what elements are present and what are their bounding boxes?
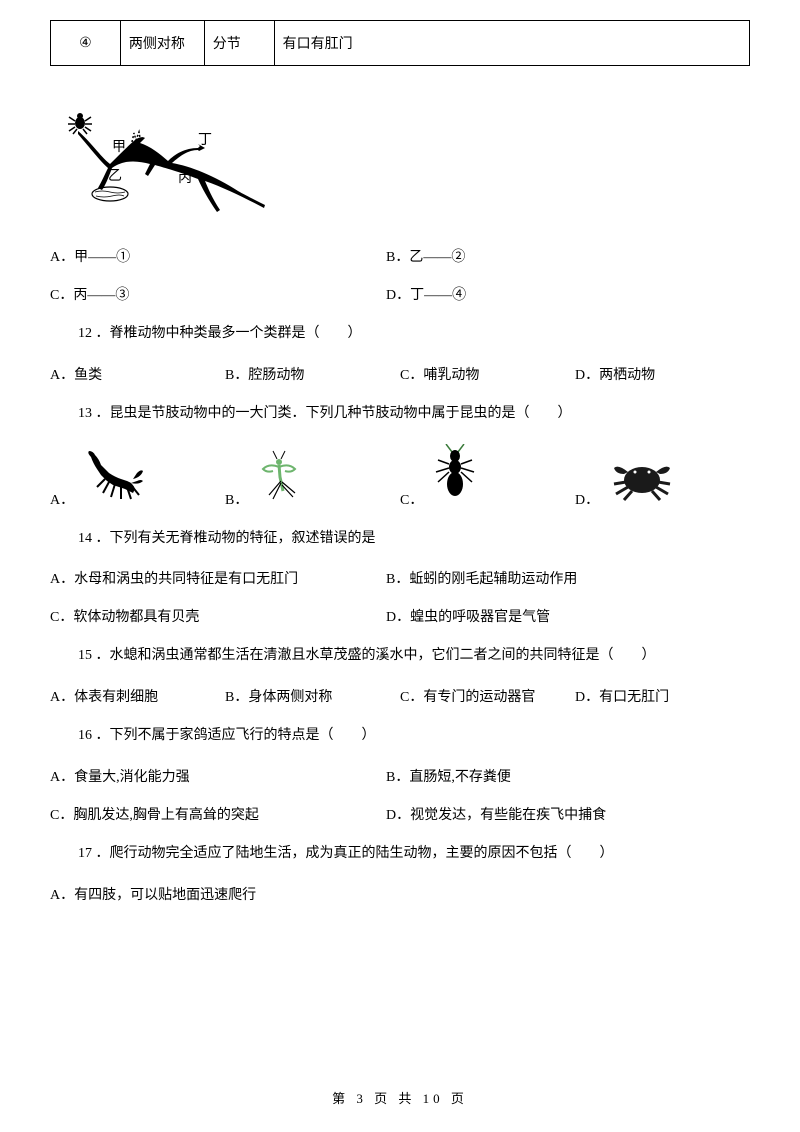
q14-option-d: D．蝗虫的呼吸器官是气管 — [386, 606, 750, 626]
label-ding: 丁 — [198, 133, 212, 148]
q14-row1: A．水母和涡虫的共同特征是有口无肛门 B．蚯蚓的刚毛起辅助运动作用 — [50, 568, 750, 588]
q16-row1: A．食量大,消化能力强 B．直肠短,不存粪便 — [50, 766, 750, 786]
label-jia: 甲 — [112, 140, 126, 155]
q12-option-d: D．两栖动物 — [575, 364, 750, 384]
q17-stem: 17 ．爬行动物完全适应了陆地生活，成为真正的陆生动物，主要的原因不包括（ ） — [78, 842, 750, 866]
cell-symmetry: 两侧对称 — [120, 21, 204, 66]
q13-options: A． B． — [50, 444, 750, 509]
q11-option-b: B．乙——② — [386, 246, 750, 266]
q13-option-c: C． — [400, 489, 423, 509]
q14-stem: 14 ．下列有关无脊椎动物的特征，叙述错误的是 — [78, 527, 750, 551]
q13-option-b: B． — [225, 489, 248, 509]
q15-option-b: B．身体两侧对称 — [225, 686, 400, 706]
ant-icon — [428, 444, 483, 509]
q14-row2: C．软体动物都具有贝壳 D．蝗虫的呼吸器官是气管 — [50, 606, 750, 626]
q16-option-b: B．直肠短,不存粪便 — [386, 766, 750, 786]
q14-option-b: B．蚯蚓的刚毛起辅助运动作用 — [386, 568, 750, 588]
q11-option-a: A．甲——① — [50, 246, 386, 266]
q11-option-c: C．丙——③ — [50, 284, 386, 304]
mantis-icon — [253, 449, 308, 509]
q15-stem: 15 ．水螅和涡虫通常都生活在清澈且水草茂盛的溪水中，它们二者之间的共同特征是（… — [78, 644, 750, 668]
table-row: ④ 两侧对称 分节 有口有肛门 — [51, 21, 750, 66]
cell-segment: 分节 — [204, 21, 274, 66]
cell-digest: 有口有肛门 — [274, 21, 749, 66]
q16-option-a: A．食量大,消化能力强 — [50, 766, 386, 786]
q12-option-c: C．哺乳动物 — [400, 364, 575, 384]
q14-option-c: C．软体动物都具有贝壳 — [50, 606, 386, 626]
q17-option-a: A．有四肢，可以贴地面迅速爬行 — [50, 884, 750, 904]
q16-option-d: D．视觉发达，有些能在疾飞中捕食 — [386, 804, 750, 824]
q15-option-a: A．体表有刺细胞 — [50, 686, 225, 706]
q16-option-c: C．胸肌发达,胸骨上有高耸的突起 — [50, 804, 386, 824]
crab-icon — [604, 454, 679, 509]
q15-option-c: C．有专门的运动器官 — [400, 686, 575, 706]
branch-diagram: 甲 乙 丙 丁 — [60, 106, 280, 226]
spider-icon — [68, 111, 96, 141]
q12-option-b: B．腔肠动物 — [225, 364, 400, 384]
q11-row1: A．甲——① B．乙——② — [50, 246, 750, 266]
label-yi: 乙 — [108, 168, 122, 184]
q13-option-d: D． — [575, 489, 599, 509]
page-footer: 第 3 页 共 10 页 — [0, 1088, 800, 1107]
cell-id: ④ — [51, 21, 121, 66]
q12-stem: 12 ．脊椎动物中种类最多一个类群是（ ） — [78, 322, 750, 346]
q16-row2: C．胸肌发达,胸骨上有高耸的突起 D．视觉发达，有些能在疾飞中捕食 — [50, 804, 750, 824]
q11-option-d: D．丁——④ — [386, 284, 750, 304]
q15-options: A．体表有刺细胞 B．身体两侧对称 C．有专门的运动器官 D．有口无肛门 — [50, 686, 750, 706]
q11-row2: C．丙——③ D．丁——④ — [50, 284, 750, 304]
q14-option-a: A．水母和涡虫的共同特征是有口无肛门 — [50, 568, 386, 588]
scorpion-icon — [79, 449, 149, 509]
q13-option-a: A． — [50, 489, 74, 509]
q16-stem: 16 ．下列不属于家鸽适应飞行的特点是（ ） — [78, 724, 750, 748]
q13-stem: 13 ．昆虫是节肢动物中的一大门类．下列几种节肢动物中属于昆虫的是（ ） — [78, 402, 750, 426]
q12-options: A．鱼类 B．腔肠动物 C．哺乳动物 D．两栖动物 — [50, 364, 750, 384]
q12-option-a: A．鱼类 — [50, 364, 225, 384]
label-bing: 丙 — [178, 171, 192, 186]
trait-table: ④ 两侧对称 分节 有口有肛门 — [50, 20, 750, 66]
q15-option-d: D．有口无肛门 — [575, 686, 750, 706]
